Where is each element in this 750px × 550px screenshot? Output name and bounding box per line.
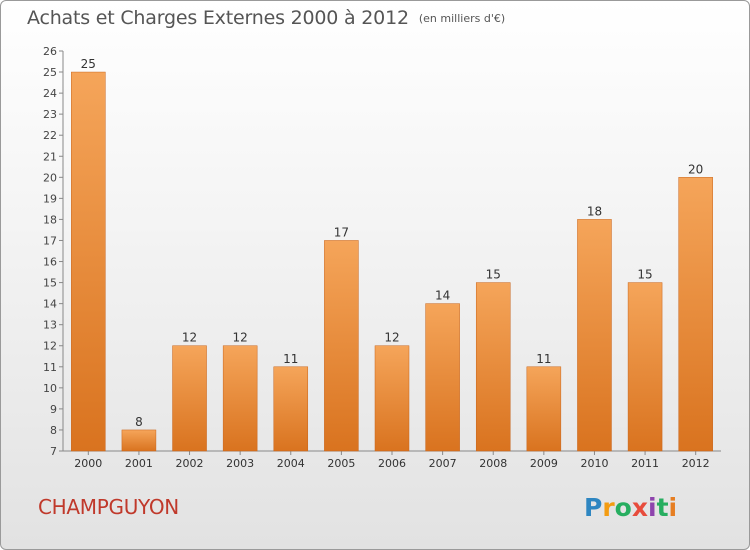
y-tick-label: 11: [43, 361, 57, 374]
x-tick-label: 2000: [74, 457, 102, 470]
commune-name: CHAMPGUYON: [38, 495, 179, 519]
bar-2001: [121, 429, 157, 452]
y-tick-label: 21: [43, 150, 57, 163]
bar-2009: [526, 366, 562, 452]
y-tick-label: 15: [43, 277, 57, 290]
y-tick-label: 23: [43, 108, 57, 121]
logo-letter: i: [668, 493, 678, 522]
y-tick-label: 12: [43, 340, 57, 353]
bar-2011: [627, 282, 663, 452]
x-tick-label: 2008: [479, 457, 507, 470]
y-tick-label: 9: [50, 403, 57, 416]
bar-2010: [577, 219, 612, 452]
y-tick-label: 24: [43, 87, 57, 100]
y-tick-label: 7: [50, 445, 57, 458]
y-tick-label: 25: [43, 66, 57, 79]
value-label: 17: [334, 225, 349, 239]
logo-letter: t: [656, 493, 669, 522]
x-tick-label: 2011: [631, 457, 659, 470]
chart-title: Achats et Charges Externes 2000 à 2012: [27, 7, 409, 29]
proxiti-logo: Proxiti: [584, 493, 677, 522]
x-tick-label: 2002: [176, 457, 204, 470]
bar-2002: [172, 345, 207, 452]
y-tick-label: 18: [43, 213, 57, 226]
y-tick-label: 10: [43, 382, 57, 395]
value-label: 11: [536, 352, 551, 366]
y-tick-label: 26: [43, 45, 57, 58]
bar-2012: [678, 177, 713, 452]
y-tick-label: 16: [43, 256, 57, 269]
value-label: 11: [283, 352, 298, 366]
chart-unit: (en milliers d'€): [418, 12, 506, 25]
value-label: 18: [587, 204, 602, 218]
chart-title-block: Achats et Charges Externes 2000 à 2012 (e…: [27, 7, 505, 29]
x-tick-label: 2005: [327, 457, 355, 470]
value-label: 25: [81, 57, 96, 71]
chart-bars: [71, 71, 713, 452]
logo-letter: r: [602, 493, 615, 522]
value-label: 20: [688, 162, 703, 176]
value-label: 8: [135, 415, 143, 429]
value-label: 12: [384, 331, 399, 345]
bar-2005: [324, 240, 359, 452]
y-tick-label: 19: [43, 192, 57, 205]
y-tick-label: 13: [43, 319, 57, 332]
y-tick-label: 17: [43, 234, 57, 247]
logo-letter: i: [648, 493, 657, 522]
logo-letter: o: [614, 493, 632, 522]
chart-labels: 25 2000 8 2001 12 2002 12 2003 11 2004 17 2005 12 200…: [74, 57, 709, 470]
bar-2006: [374, 345, 410, 452]
y-tick-label: 8: [50, 424, 57, 437]
x-tick-label: 2007: [429, 457, 457, 470]
logo-letter: x: [631, 493, 648, 522]
bar-2003: [222, 345, 258, 452]
value-label: 14: [435, 289, 450, 303]
bar-2000: [71, 71, 106, 452]
x-tick-label: 2009: [530, 457, 558, 470]
x-tick-label: 2010: [580, 457, 608, 470]
bar-2008: [475, 282, 511, 452]
x-tick-label: 2004: [277, 457, 305, 470]
x-tick-label: 2012: [682, 457, 710, 470]
logo-letter: P: [584, 493, 603, 522]
bar-2004: [273, 366, 309, 452]
x-tick-label: 2001: [125, 457, 153, 470]
value-label: 15: [486, 268, 501, 282]
value-label: 15: [637, 268, 652, 282]
value-label: 12: [233, 331, 248, 345]
x-tick-label: 2003: [226, 457, 254, 470]
bar-2007: [425, 303, 460, 452]
y-tick-label: 14: [43, 298, 57, 311]
x-tick-label: 2006: [378, 457, 406, 470]
value-label: 12: [182, 331, 197, 345]
y-tick-label: 20: [43, 171, 57, 184]
y-tick-label: 22: [43, 129, 57, 142]
